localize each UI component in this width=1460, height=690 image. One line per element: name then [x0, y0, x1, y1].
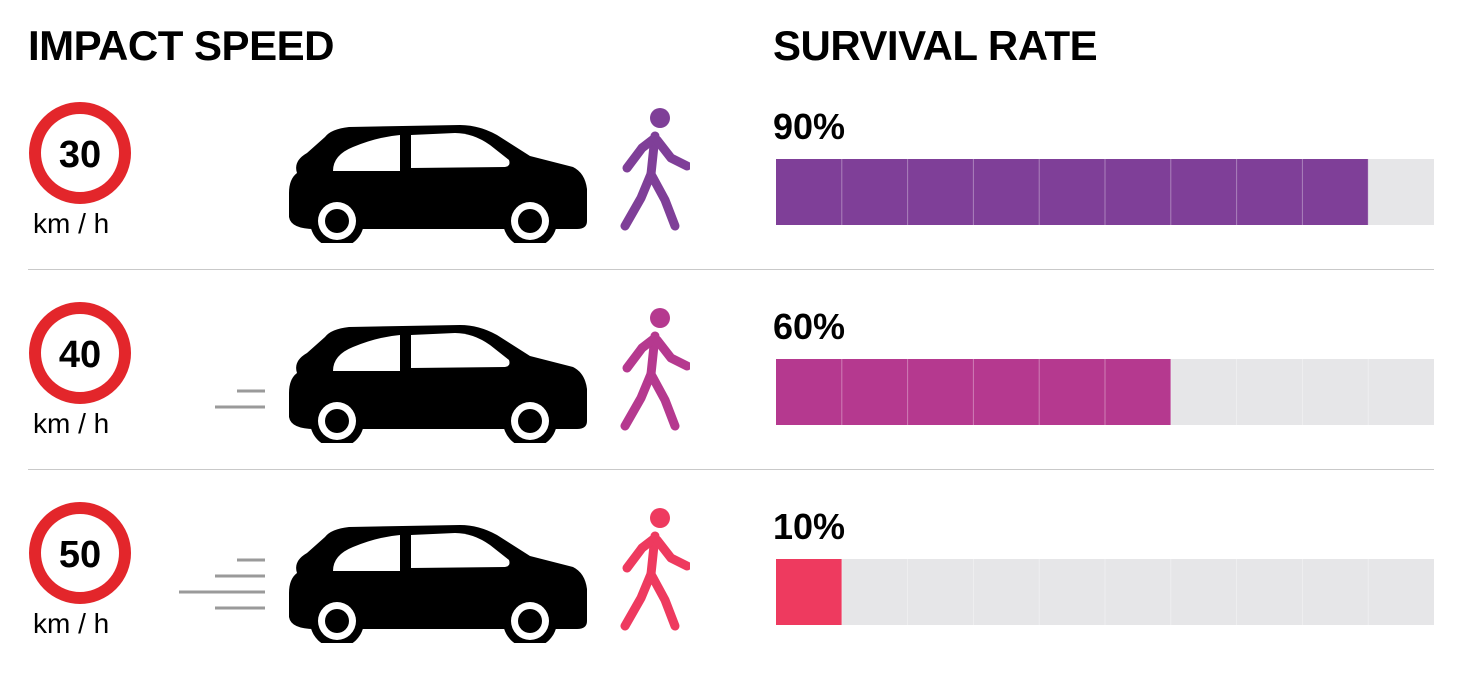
speed-limit-sign-icon: 40: [29, 302, 131, 404]
speed-lines-icon: [175, 90, 275, 290]
chart-row-30: 30 km / h 90%: [0, 90, 1460, 290]
speed-lines-icon: [179, 558, 265, 610]
car-icon: [289, 525, 587, 643]
bar-fill: [776, 159, 1369, 225]
row-divider: [28, 469, 1434, 470]
speed-value-label: 50: [59, 534, 101, 576]
chart-row-40: 40 km / h 60%: [0, 290, 1460, 490]
pedestrian-icon: [620, 508, 690, 631]
speed-limit-sign-icon: 30: [29, 102, 131, 204]
pedestrian-icon: [620, 108, 690, 231]
car-icon: [289, 125, 587, 243]
survival-rate-heading: SURVIVAL RATE: [773, 22, 1098, 69]
survival-rate-bar: [776, 559, 1434, 625]
speed-value-label: 30: [59, 134, 101, 176]
survival-rate-label: 10%: [773, 506, 846, 547]
bar-fill: [776, 559, 842, 625]
bar-track: [776, 559, 1434, 625]
survival-rate-bar: [776, 359, 1434, 425]
survival-rate-label: 90%: [773, 106, 846, 147]
speed-unit-label: km / h: [33, 208, 110, 239]
survival-rate-label: 60%: [773, 306, 846, 347]
speed-value-label: 40: [59, 334, 101, 376]
survival-rate-bar: [776, 159, 1434, 225]
speed-lines-icon: [215, 389, 265, 409]
car-icon: [289, 325, 587, 443]
bar-fill: [776, 359, 1171, 425]
speed-unit-label: km / h: [33, 608, 110, 639]
row-divider: [28, 269, 1434, 270]
speed-limit-sign-icon: 50: [29, 502, 131, 604]
speed-unit-label: km / h: [33, 408, 110, 439]
chart-row-50: 50 km / h 10%: [0, 490, 1460, 690]
impact-speed-heading: IMPACT SPEED: [28, 22, 334, 69]
pedestrian-icon: [620, 308, 690, 431]
